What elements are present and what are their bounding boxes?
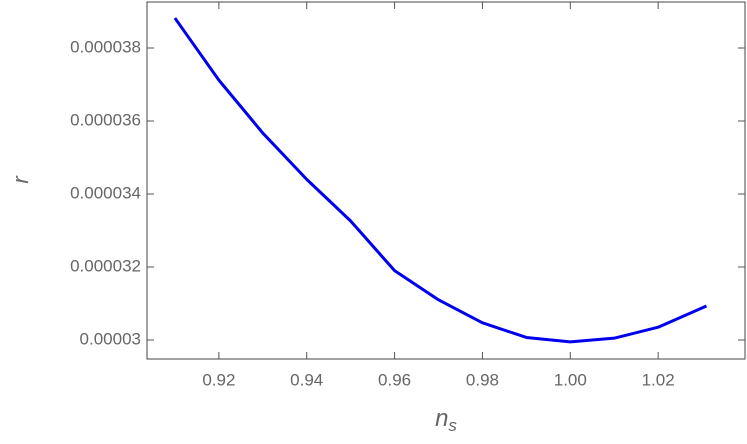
y-tick-label: 0.000036 [70, 110, 141, 129]
x-axis-label-main: n [435, 405, 448, 432]
x-tick-label: 0.92 [202, 370, 235, 389]
y-axis-label: r [8, 175, 33, 184]
line-series [173, 17, 708, 344]
y-tick-label: 0.000034 [70, 183, 141, 202]
x-axis-label: ns [435, 405, 457, 435]
y-tick-label: 0.00003 [80, 329, 141, 348]
x-tick-label: 0.94 [290, 370, 323, 389]
y-tick-label: 0.000038 [70, 37, 141, 56]
plot-frame [146, 1, 746, 360]
x-tick-label: 1.00 [554, 370, 587, 389]
y-tick-label: 0.000032 [70, 256, 141, 275]
x-tick-label: 1.02 [642, 370, 675, 389]
x-axis-label-subscript: s [448, 416, 457, 435]
x-tick-label: 0.98 [466, 370, 499, 389]
x-tick-label: 0.96 [378, 370, 411, 389]
